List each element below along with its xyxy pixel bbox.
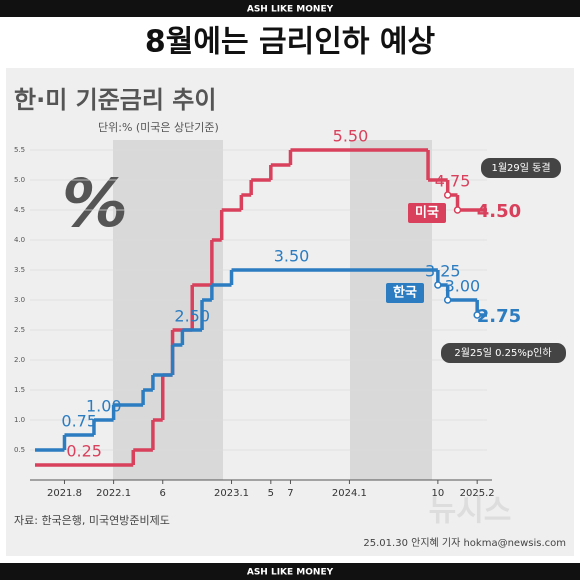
x-tick-label: 7	[287, 488, 293, 499]
watermark: 뉴시스	[429, 494, 512, 529]
legend-tag	[408, 203, 446, 223]
point-marker	[434, 281, 442, 289]
legend-label: 한국	[393, 285, 417, 301]
x-tick-label: 2022.1	[96, 488, 131, 499]
bottom-bar	[0, 563, 580, 580]
point-marker	[443, 191, 452, 199]
subtitle: 단위:% (미국은 상단기준)	[98, 121, 219, 134]
data-label: 2.50	[174, 307, 210, 326]
annotation-box	[481, 158, 561, 178]
data-label: 5.50	[333, 127, 369, 146]
x-tick-label: 2021.8	[47, 488, 82, 499]
y-tick-label: 3.5	[14, 266, 25, 274]
data-label: 1.00	[86, 397, 122, 416]
data-label: 0.25	[66, 442, 102, 461]
headline: 8월에는 금리인하 예상	[145, 25, 436, 60]
x-tick-label: 6	[160, 488, 166, 499]
y-tick-label: 2.0	[14, 356, 25, 364]
annotation-box	[441, 343, 566, 363]
y-tick-label: 4.0	[14, 236, 25, 244]
point-marker	[473, 311, 481, 319]
x-tick-label: 2023.1	[214, 488, 249, 499]
data-label: 4.75	[435, 172, 471, 191]
y-tick-label: 5.0	[14, 176, 25, 184]
data-label: 3.50	[274, 247, 310, 266]
data-label: 3.00	[445, 277, 481, 296]
annotation: 1월29일 동결	[491, 162, 550, 174]
y-tick-label: 3.0	[14, 296, 25, 304]
x-tick-label: 2024.1	[332, 488, 367, 499]
x-tick-label: 10	[432, 488, 445, 499]
legend-label: 미국	[415, 205, 439, 221]
brand: ASH LIKE MONEY	[247, 5, 334, 15]
x-tick-label: 5	[268, 488, 274, 499]
y-tick-label: 1.0	[14, 416, 25, 424]
data-label: 2.75	[477, 306, 521, 327]
legend-tag	[386, 283, 424, 303]
shade	[350, 140, 432, 480]
y-tick-label: 2.5	[14, 326, 25, 334]
data-label: 3.25	[425, 262, 461, 281]
y-tick-label: 1.5	[14, 386, 25, 394]
chart-title: 한·미 기준금리 추이	[14, 86, 216, 114]
top-bar	[0, 0, 580, 17]
y-tick-label: 0.5	[14, 446, 25, 454]
y-tick-label: 5.5	[14, 146, 25, 154]
data-label: 0.75	[61, 412, 97, 431]
point-marker	[453, 206, 462, 214]
brand: ASH LIKE MONEY	[247, 568, 334, 578]
annotation: 2월25일 0.25%p인하	[454, 346, 551, 359]
x-tick-label: 2025.2	[460, 488, 495, 499]
source: 자료: 한국은행, 미국연방준비제도	[14, 514, 170, 527]
data-label: 4.50	[477, 201, 521, 222]
point-marker	[443, 296, 452, 304]
percent-icon: %	[62, 165, 128, 242]
y-tick-label: 4.5	[14, 206, 25, 214]
shade	[113, 140, 223, 480]
credit: 25.01.30 안지혜 기자 hokma@newsis.com	[363, 537, 566, 549]
